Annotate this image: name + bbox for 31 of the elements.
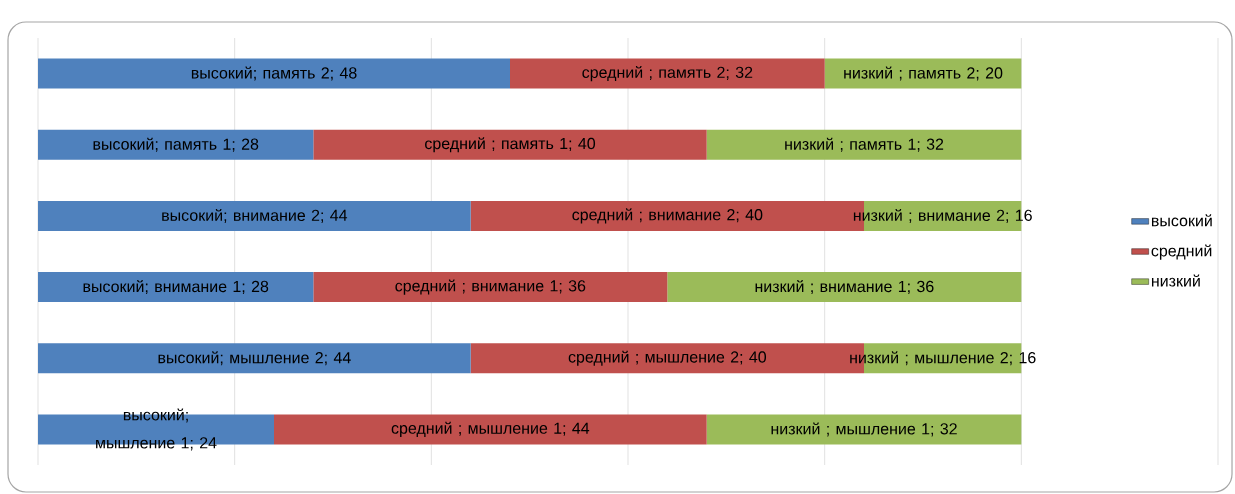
data-label: средний ; мышление 1; 44 <box>391 421 590 438</box>
bar <box>510 58 825 89</box>
bar <box>38 129 314 160</box>
bar <box>38 58 510 89</box>
data-label: высокий; внимание 1; 28 <box>83 280 269 295</box>
data-label: низкий ; память 1; 32 <box>785 137 944 152</box>
bar <box>38 343 471 374</box>
legend-label: высокий <box>1151 214 1212 227</box>
data-label: средний ; мышление 2; 40 <box>568 350 767 366</box>
legend-label: средний <box>1151 244 1212 260</box>
data-label: средний ; память 1; 40 <box>425 137 596 153</box>
data-label: средний ; внимание 1; 36 <box>395 279 586 295</box>
bar <box>706 414 1022 445</box>
bar <box>824 58 1022 89</box>
bar <box>38 200 471 231</box>
data-label: высокий; память 2; 48 <box>191 66 357 81</box>
data-label: высокий; память 1; 28 <box>93 137 259 152</box>
bar <box>667 272 1022 303</box>
bar <box>313 272 668 303</box>
bar <box>274 414 707 445</box>
bar <box>706 129 1022 160</box>
data-label: низкий ; внимание 1; 36 <box>755 280 934 295</box>
data-label: средний ; память 2; 32 <box>582 65 753 82</box>
data-label: низкий ; память 2; 20 <box>844 66 1003 81</box>
bar <box>313 129 707 160</box>
bar <box>38 272 314 303</box>
data-label: низкий ; мышление 1; 32 <box>771 422 957 437</box>
data-label: высокий; мышление 2; 44 <box>158 351 351 366</box>
data-label: средний ; внимание 2; 40 <box>572 208 763 224</box>
legend-label: низкий <box>1151 274 1200 287</box>
data-label: высокий; внимание 2; 44 <box>162 208 348 223</box>
